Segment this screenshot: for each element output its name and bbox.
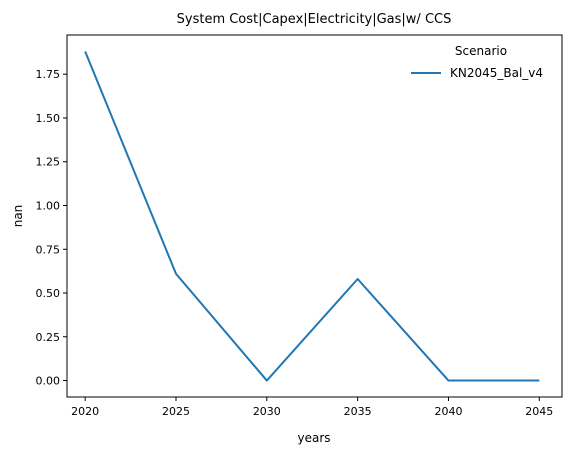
x-tick-label: 2040 xyxy=(434,405,462,418)
y-tick-label: 0.00 xyxy=(36,375,61,388)
plot-frame xyxy=(66,34,563,398)
x-tick-label: 2025 xyxy=(162,405,190,418)
legend-title: Scenario xyxy=(455,44,507,58)
y-axis-ticks: 0.00 0.25 0.50 0.75 1.00 1.25 1.50 1.75 xyxy=(36,68,67,388)
series-group xyxy=(84,51,540,382)
x-tick-label: 2035 xyxy=(344,405,372,418)
y-tick-label: 0.75 xyxy=(36,243,61,256)
y-tick-label: 1.75 xyxy=(36,68,61,81)
y-tick-label: 1.50 xyxy=(36,112,61,125)
x-axis-label: years xyxy=(297,431,330,445)
x-tick-label: 2020 xyxy=(71,405,99,418)
y-tick-label: 0.25 xyxy=(36,331,61,344)
legend-label: KN2045_Bal_v4 xyxy=(450,66,543,80)
y-tick-label: 0.50 xyxy=(36,287,61,300)
x-axis-ticks: 2020 2025 2030 2035 2040 2045 xyxy=(71,397,553,418)
y-axis-label: nan xyxy=(11,205,25,228)
y-tick-label: 1.00 xyxy=(36,199,61,212)
chart-title: System Cost|Capex|Electricity|Gas|w/ CCS xyxy=(177,12,452,27)
y-tick-label: 1.25 xyxy=(36,156,61,169)
series-line-0 xyxy=(84,51,540,382)
x-tick-label: 2030 xyxy=(253,405,281,418)
x-tick-label: 2045 xyxy=(525,405,553,418)
legend: Scenario KN2045_Bal_v4 xyxy=(411,44,543,80)
